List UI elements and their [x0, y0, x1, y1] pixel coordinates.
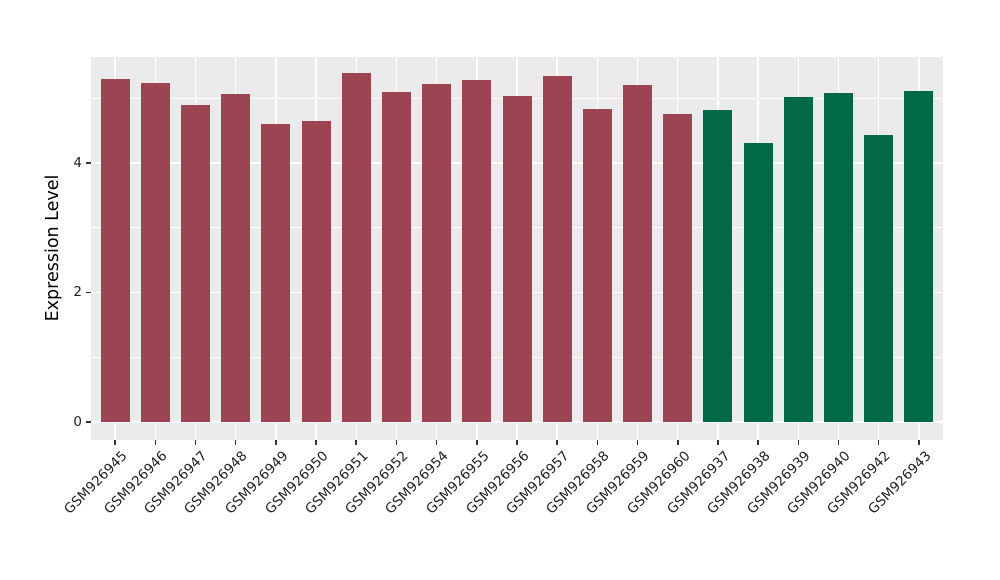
x-tick — [435, 440, 438, 445]
y-tick — [86, 291, 91, 294]
x-tick — [315, 440, 317, 445]
x-tick — [877, 440, 880, 445]
bar-GSM926945 — [100, 79, 130, 422]
y-tick-label: 4 — [73, 155, 82, 172]
x-tick — [154, 440, 157, 445]
y-tick — [86, 420, 91, 423]
x-tick — [596, 440, 599, 445]
bar-GSM926943 — [904, 90, 934, 422]
x-tick — [717, 440, 719, 445]
x-tick — [918, 440, 920, 445]
bar-GSM926955 — [462, 79, 492, 422]
x-tick — [757, 440, 759, 445]
x-tick — [114, 440, 116, 445]
bar-GSM926946 — [140, 82, 170, 422]
x-tick — [234, 440, 237, 445]
x-tick — [676, 440, 679, 445]
bar-GSM926948 — [221, 94, 251, 422]
x-tick — [395, 440, 398, 445]
bar-GSM926950 — [301, 120, 331, 422]
bar-GSM926938 — [743, 143, 773, 422]
bar-GSM926951 — [341, 72, 371, 422]
bar-GSM926957 — [542, 76, 572, 422]
x-tick — [837, 440, 840, 445]
x-tick — [797, 440, 800, 445]
plot-panel — [91, 57, 943, 440]
x-tick — [476, 440, 478, 445]
bar-GSM926952 — [381, 92, 411, 422]
bar-GSM926949 — [261, 123, 291, 422]
bar-GSM926947 — [180, 105, 210, 422]
bar-GSM926960 — [663, 114, 693, 422]
bar-GSM926940 — [824, 92, 853, 422]
x-tick — [275, 440, 277, 445]
y-tick — [86, 162, 91, 165]
bar-GSM926942 — [864, 135, 894, 422]
bar-GSM926954 — [422, 83, 452, 422]
bar-GSM926958 — [582, 109, 612, 422]
x-tick — [636, 440, 639, 445]
bar-GSM926937 — [703, 110, 733, 422]
bar-GSM926959 — [623, 85, 653, 422]
x-tick — [516, 440, 518, 445]
x-tick — [556, 440, 558, 445]
x-tick — [355, 440, 358, 445]
x-tick — [194, 440, 197, 445]
bar-GSM926939 — [783, 97, 813, 422]
y-tick-label: 2 — [73, 284, 82, 301]
bar-GSM926956 — [502, 96, 532, 422]
y-tick-label: 0 — [73, 413, 82, 430]
